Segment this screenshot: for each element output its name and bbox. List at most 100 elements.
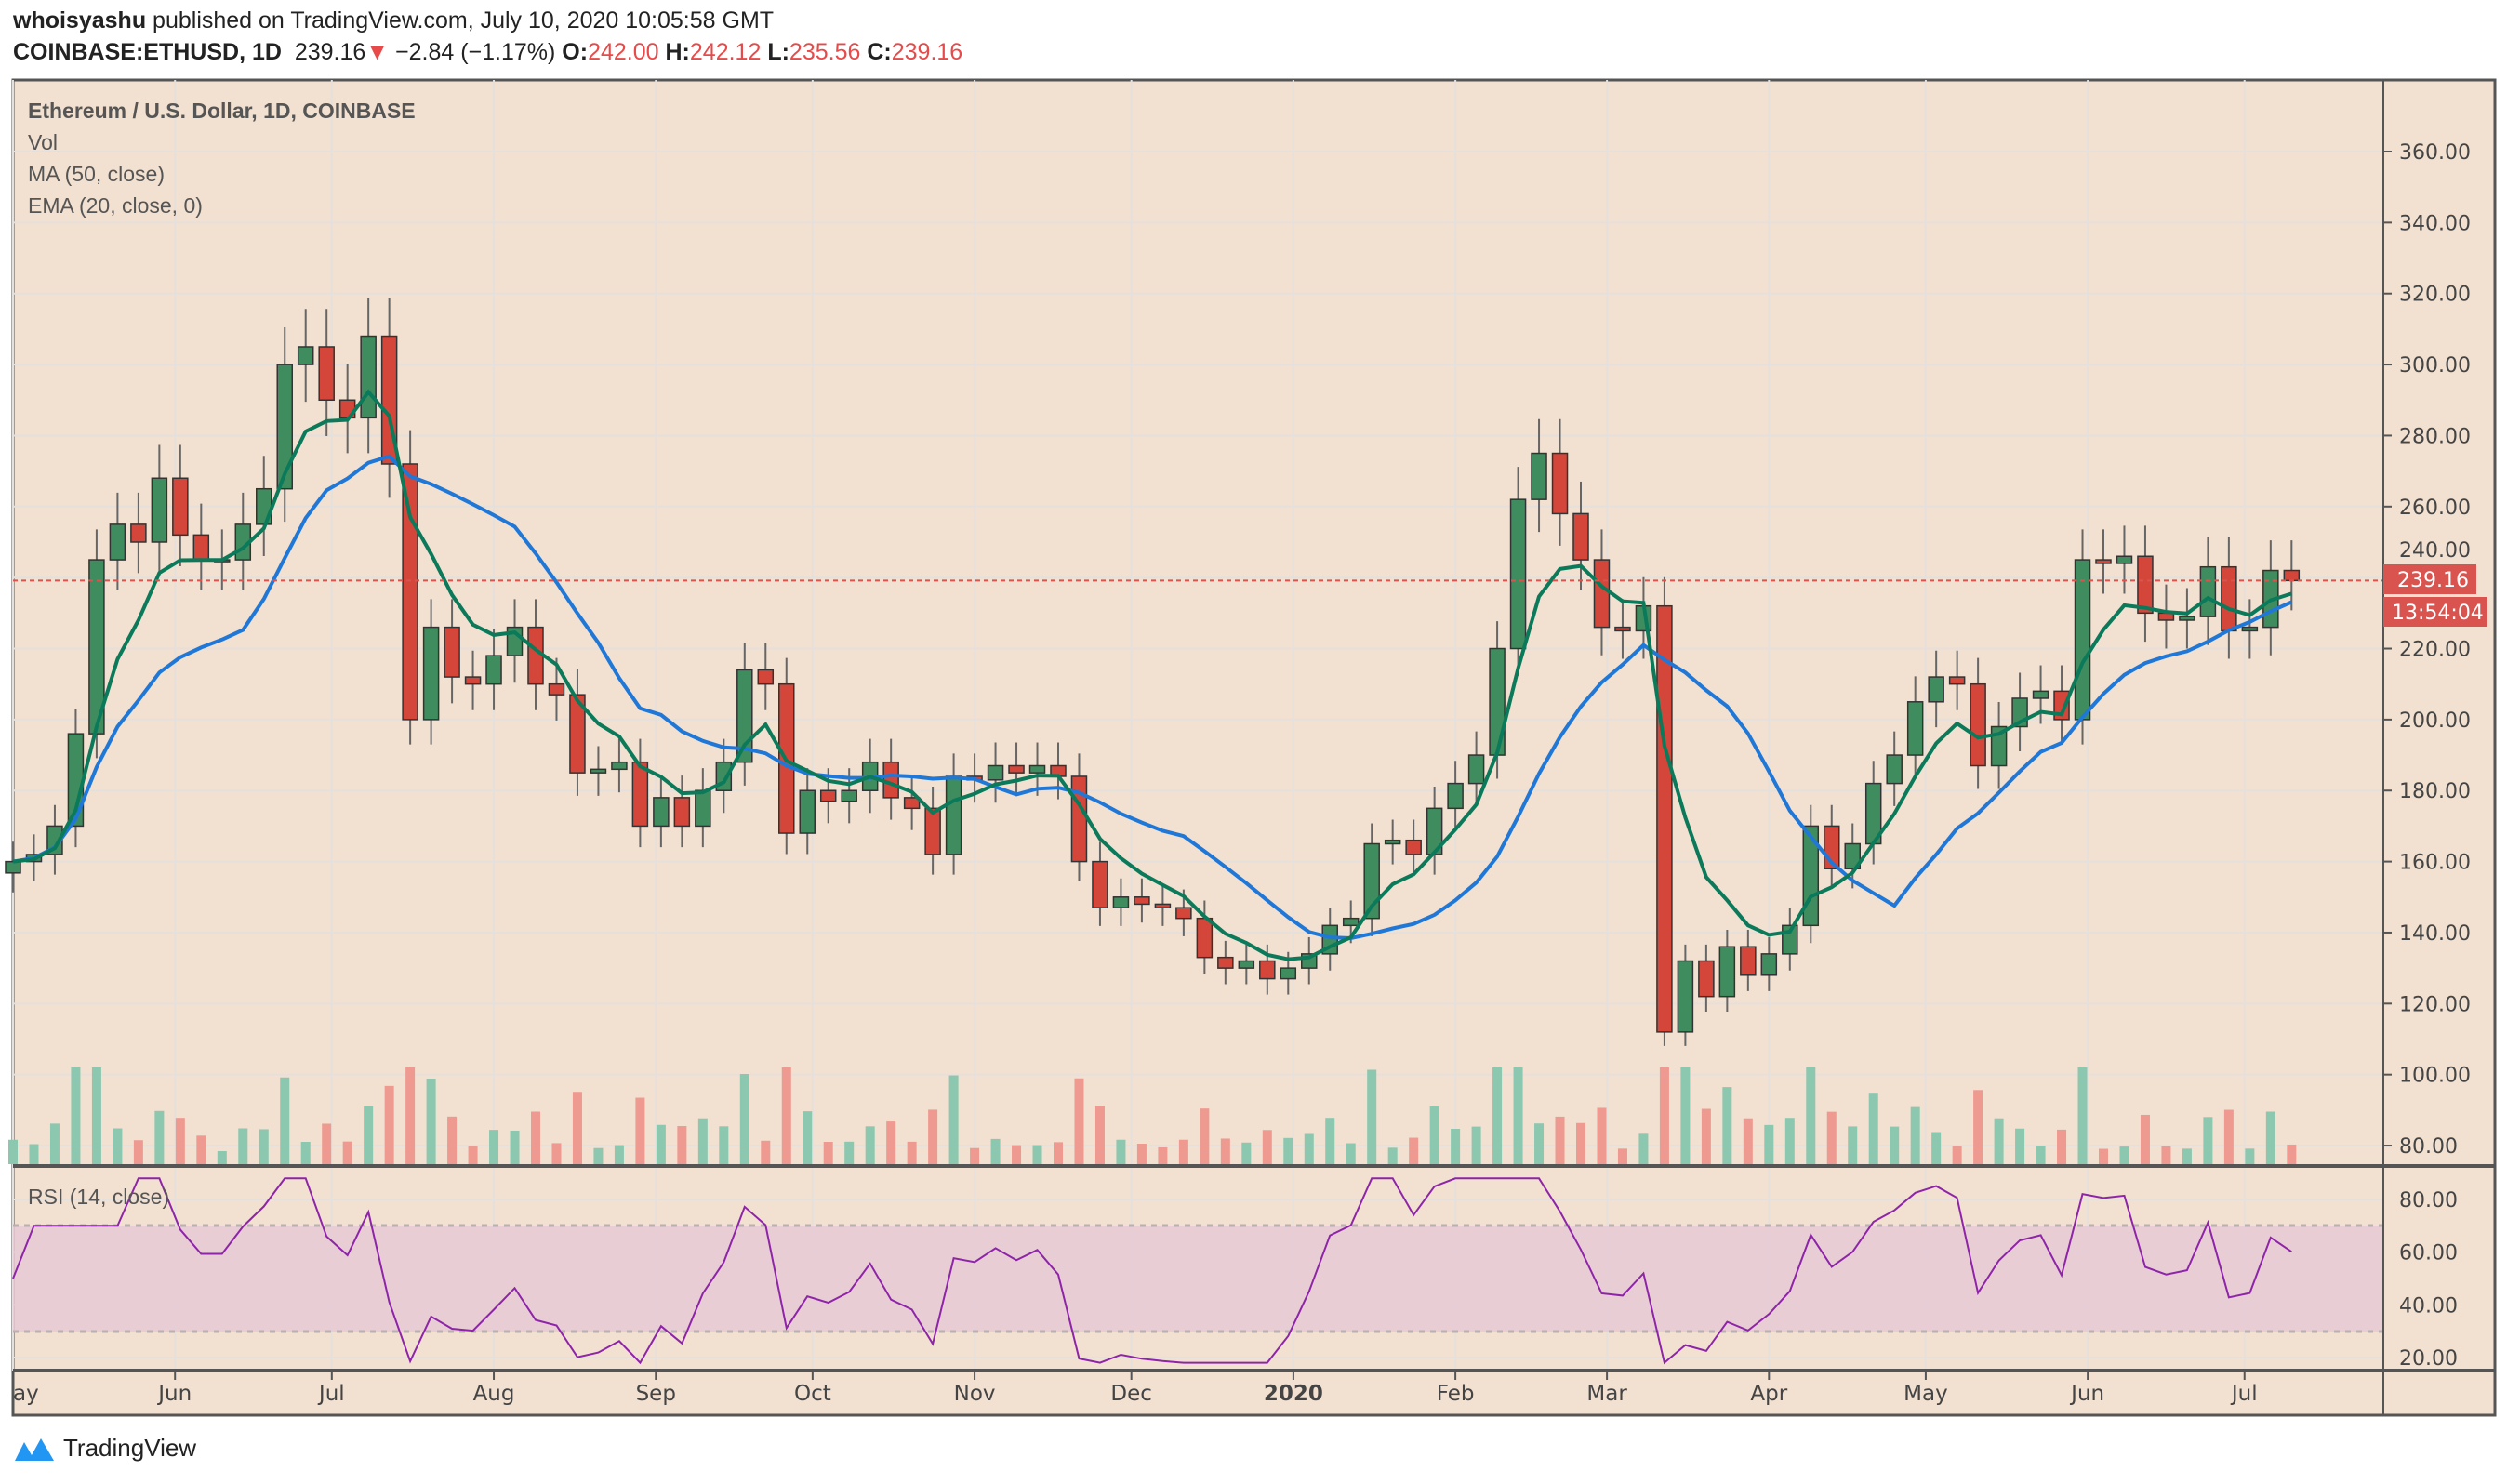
volume-bar (1367, 1069, 1377, 1164)
volume-bar (697, 1118, 708, 1164)
candle-up (109, 523, 126, 561)
candle-up (1447, 782, 1464, 810)
volume-bar (572, 1092, 582, 1164)
volume-bar (1826, 1111, 1837, 1164)
candle-down (882, 761, 899, 799)
volume-bar (865, 1126, 875, 1164)
candle-up (1886, 754, 1903, 785)
candle-up (1509, 498, 1527, 650)
legend-rsi[interactable]: RSI (14, close) (28, 1185, 170, 1209)
candle-down (1948, 676, 1966, 685)
volume-bar (8, 1139, 18, 1164)
symbol-info: COINBASE:ETHUSD, 1D 239.16▼ −2.84 (−1.17… (13, 39, 962, 66)
volume-bar (1806, 1067, 1816, 1164)
candle-up (276, 364, 293, 490)
volume-bar (990, 1138, 1001, 1164)
candle-down (402, 463, 418, 721)
volume-bar (2161, 1146, 2171, 1164)
rsi-band (13, 1226, 2383, 1332)
time-axis[interactable]: ay Jun Jul Aug Sep Oct Nov Dec 2020 Feb Mar Apr May J… (12, 1371, 2258, 1406)
volume-bar (2119, 1146, 2129, 1164)
open-value: 242.00 (588, 39, 659, 65)
volume-bar (91, 1067, 101, 1164)
volume-bar (133, 1140, 143, 1164)
candle-up (151, 477, 168, 543)
time-tick-label: Jul (317, 1382, 345, 1406)
tradingview-logo-icon (15, 1438, 54, 1461)
rsi-line (12, 1177, 2292, 1365)
high-value: 242.12 (689, 39, 762, 65)
volume-bar (1764, 1124, 1774, 1164)
volume-bar (1638, 1133, 1649, 1164)
volume-bar (1304, 1133, 1314, 1164)
candle-down (1572, 512, 1589, 561)
volume-bar (2203, 1117, 2213, 1164)
legend-title[interactable]: Ethereum / U.S. Dollar, 1D, COINBASE (28, 99, 416, 123)
candle-down (1614, 626, 1631, 632)
rsi-axis[interactable]: 20.00 40.00 60.00 80.00 (2399, 1189, 2458, 1371)
volume-bar (1283, 1137, 1293, 1164)
volume-bar (154, 1110, 165, 1164)
volume-bar (426, 1079, 436, 1164)
candle-down (1259, 960, 1276, 980)
candle-down (1196, 917, 1214, 959)
close-value: 239.16 (891, 39, 963, 65)
candle-up (1238, 960, 1255, 969)
volume-bar (1054, 1142, 1063, 1164)
volume-bar (468, 1146, 478, 1164)
candle-down (1656, 604, 1673, 1033)
volume-bar (2077, 1067, 2088, 1164)
time-tick-label: Jun (156, 1382, 192, 1406)
volume-bar (2057, 1129, 2067, 1164)
price-tick-label: 280.00 (2399, 425, 2471, 448)
volume-bar (364, 1106, 374, 1164)
down-arrow-icon: ▼ (365, 39, 390, 65)
price-tick-label: 340.00 (2399, 212, 2471, 235)
candle-down (1970, 682, 1986, 767)
volume-bar (1200, 1108, 1210, 1164)
last-price: 239.16 (294, 39, 366, 65)
tradingview-logo[interactable]: TradingView (13, 1434, 196, 1463)
volume-bar (1032, 1145, 1042, 1164)
time-tick-label: Dec (1110, 1382, 1152, 1406)
volume-bar (1241, 1142, 1252, 1164)
candle-up (799, 789, 816, 834)
legend-ema[interactable]: EMA (20, close, 0) (28, 193, 203, 218)
candle-down (2137, 555, 2154, 615)
candle-down (903, 797, 921, 810)
price-axis[interactable]: 80.00 100.00 120.00 140.00 160.00 180.00 200.0… (2383, 141, 2471, 1159)
ma50-line (12, 454, 2293, 941)
rsi-tick-label: 20.00 (2399, 1347, 2458, 1371)
candle-down (464, 676, 482, 685)
candle-down (819, 789, 837, 802)
legend-vol[interactable]: Vol (28, 130, 58, 154)
volume-bar (1220, 1138, 1230, 1164)
volume-bar (280, 1077, 290, 1164)
candle-down (2095, 559, 2112, 564)
candle-down (757, 669, 775, 685)
candle-up (1280, 967, 1297, 980)
volume-bar (1597, 1107, 1607, 1164)
volume-bar (175, 1118, 185, 1164)
candle-down (924, 807, 941, 855)
volume-bar (405, 1067, 416, 1164)
price-tick-label: 180.00 (2399, 780, 2471, 803)
volume-bar (2099, 1148, 2108, 1164)
volume-bar (29, 1144, 39, 1164)
author-name[interactable]: whoisyashu (13, 7, 147, 33)
candle-down (1092, 860, 1108, 908)
candle-up (1718, 946, 1736, 998)
volume-bar (342, 1141, 352, 1164)
price-tick-label: 200.00 (2399, 709, 2471, 733)
candle-down (631, 761, 649, 828)
publish-text: published on TradingView.com, July 10, 2… (153, 7, 775, 33)
candle-up (1112, 896, 1130, 908)
close-label: C: (867, 39, 892, 65)
price-tick-label: 80.00 (2399, 1135, 2458, 1159)
volume-bar (886, 1121, 896, 1164)
ema20-line (12, 389, 2292, 961)
legend-ma[interactable]: MA (50, close) (28, 162, 165, 186)
open-label: O: (562, 39, 589, 65)
volume-bar (1890, 1126, 1900, 1164)
